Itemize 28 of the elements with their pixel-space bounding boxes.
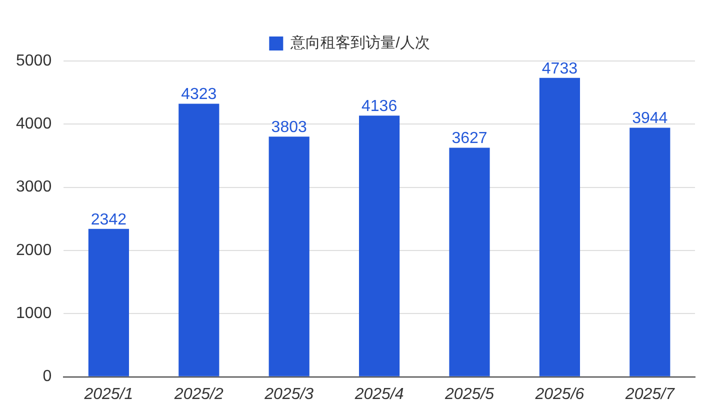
- data-label: 4323: [181, 86, 217, 104]
- data-label: 3944: [632, 110, 668, 128]
- bar: [449, 148, 490, 376]
- x-tick-label: 2025/5: [444, 386, 494, 403]
- x-tick-label: 2025/7: [624, 386, 676, 403]
- x-tick-label: 2025/1: [83, 386, 134, 403]
- bar: [88, 228, 129, 376]
- x-tick-label: 2025/2: [173, 386, 224, 403]
- y-tick-label: 1000: [16, 305, 52, 322]
- y-tick-label: 3000: [16, 178, 52, 196]
- data-label: 4136: [362, 98, 398, 115]
- bar: [359, 116, 400, 376]
- x-tick-label: 2025/6: [534, 386, 584, 403]
- bar: [178, 104, 220, 376]
- bar: [630, 128, 670, 376]
- data-label: 3627: [452, 130, 488, 148]
- bar: [268, 136, 310, 376]
- bar: [539, 78, 580, 376]
- y-tick-label: 5000: [16, 52, 52, 70]
- data-label: 2342: [90, 211, 127, 228]
- legend-label: 意向租客到访量/人次: [290, 34, 430, 52]
- x-tick-label: 2025/3: [264, 386, 314, 403]
- y-tick-label: 2000: [16, 242, 52, 259]
- data-label: 4733: [542, 60, 578, 78]
- y-tick-label: 4000: [16, 116, 52, 133]
- data-label: 3803: [271, 119, 307, 136]
- x-tick-label: 2025/4: [354, 386, 404, 403]
- y-tick-label: 0: [42, 368, 52, 386]
